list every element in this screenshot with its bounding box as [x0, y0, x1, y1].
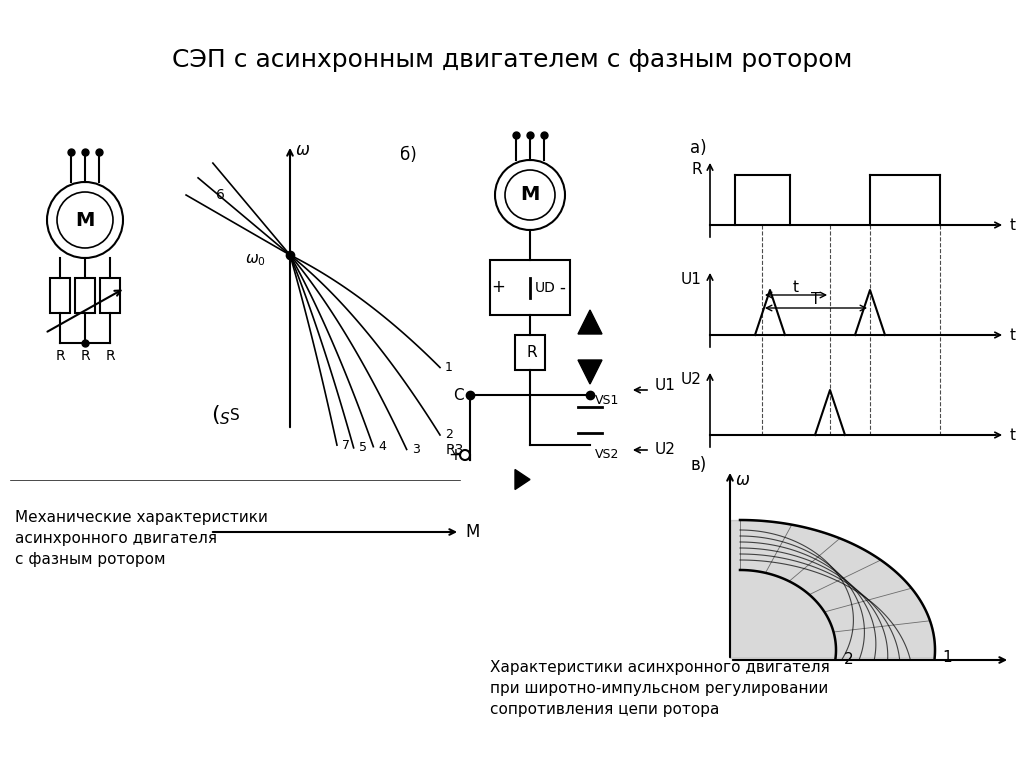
Text: R: R: [526, 345, 538, 360]
Text: R: R: [80, 349, 90, 363]
Text: 4: 4: [378, 440, 386, 453]
Text: R: R: [691, 163, 702, 177]
Bar: [490, 260, 570, 315]
Text: M: M: [520, 186, 540, 205]
Text: 1: 1: [943, 650, 952, 665]
Text: 6: 6: [216, 188, 224, 202]
Text: R: R: [105, 349, 115, 363]
Text: Характеристики асинхронного двигателя
при широтно-импульсном регулировании
сопро: Характеристики асинхронного двигателя пр…: [490, 660, 829, 717]
Text: S: S: [230, 407, 240, 423]
Text: Механические характеристики
асинхронного двигателя
с фазным ротором: Механические характеристики асинхронного…: [15, 510, 268, 567]
Text: $\omega_0$: $\omega_0$: [245, 252, 265, 268]
Text: -: -: [559, 278, 565, 297]
Bar: [100, 278, 120, 313]
Polygon shape: [515, 469, 530, 489]
Text: t: t: [1010, 328, 1016, 343]
Text: T: T: [811, 292, 820, 308]
Text: 7: 7: [342, 439, 350, 452]
Text: $\omega$: $\omega$: [735, 471, 751, 489]
Polygon shape: [578, 310, 602, 334]
Text: M: M: [465, 523, 479, 541]
Text: СЭП с асинхронным двигателем с фазным ротором: СЭП с асинхронным двигателем с фазным ро…: [172, 48, 852, 72]
Text: $\omega$: $\omega$: [295, 141, 310, 159]
Text: VS2: VS2: [595, 449, 620, 462]
Polygon shape: [578, 360, 602, 384]
Bar: [515, 335, 545, 370]
Text: 5: 5: [358, 441, 367, 454]
Text: R3: R3: [445, 443, 464, 457]
Bar: [50, 278, 70, 313]
Text: 2: 2: [445, 429, 453, 442]
Text: U2: U2: [681, 373, 702, 387]
Text: 1: 1: [445, 361, 453, 374]
Text: S: S: [220, 413, 229, 427]
Text: U1: U1: [681, 272, 702, 288]
Text: t: t: [793, 279, 799, 295]
Text: UD: UD: [535, 281, 555, 295]
Text: 2: 2: [844, 652, 853, 667]
Text: б): б): [400, 146, 417, 164]
Text: R: R: [55, 349, 65, 363]
Text: t: t: [1010, 218, 1016, 232]
Text: M: M: [76, 210, 94, 229]
Text: VS1: VS1: [595, 393, 620, 407]
Text: а): а): [690, 139, 707, 157]
Text: 3: 3: [412, 443, 420, 456]
Text: (: (: [211, 405, 219, 425]
Text: U1: U1: [655, 377, 676, 393]
Text: +: +: [449, 446, 462, 464]
Text: U2: U2: [655, 443, 676, 457]
Text: в): в): [690, 456, 707, 474]
Text: C: C: [453, 387, 463, 403]
Text: t: t: [1010, 427, 1016, 443]
Text: +: +: [492, 278, 505, 297]
Bar: [75, 278, 95, 313]
